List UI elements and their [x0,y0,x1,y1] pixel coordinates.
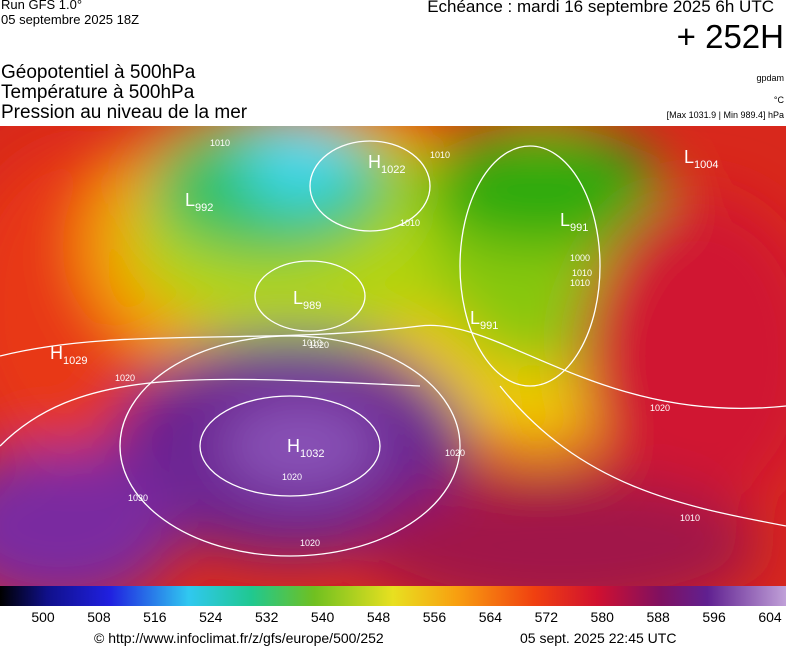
center-value: 1032 [300,448,324,460]
title: Pression au niveau de la mer [1,102,248,123]
pressure-center: H1022 [368,152,405,176]
echeance: Echéance : mardi 16 septembre 2025 6h UT… [427,0,774,16]
isobar-label: 1020 [309,340,329,350]
pressure-center: H1029 [50,343,87,367]
pressure-center: L991 [560,210,588,234]
pressure-center: L989 [293,288,321,312]
scale-label: 500 [31,609,55,625]
center-letter: L [293,288,303,308]
scale-label: 556 [422,609,447,625]
run-date: 05 septembre 2025 18Z [1,12,140,27]
isobar-label: 1010 [210,138,230,148]
scale-label: 596 [702,609,726,625]
center-value: 1029 [63,355,87,367]
scale-label: 532 [255,609,279,625]
center-letter: H [50,343,63,363]
lead-time: + 252H [676,18,784,55]
isobars [0,140,786,557]
isobar-label: 1010 [430,150,450,160]
scale-label: 604 [758,609,782,625]
center-letter: H [368,152,381,172]
title: Température à 500hPa [1,82,195,103]
scale-label: 524 [199,609,223,625]
isobar-label: 1010 [572,268,592,278]
pressure-center: L991 [470,308,498,332]
center-letter: L [185,190,195,210]
center-letter: L [560,210,570,230]
center-letter: L [470,308,480,328]
scale-label: 508 [87,609,111,625]
isobar-label: 1010 [302,338,322,348]
source: © http://www.infoclimat.fr/z/gfs/europe/… [94,630,384,646]
center-value: 989 [303,300,321,312]
pressure-center: L1004 [684,147,719,171]
center-value: 991 [480,320,498,332]
scale-label: 572 [534,609,558,625]
run: Run GFS 1.0° [1,0,83,12]
scale-label: 540 [310,609,335,625]
scale-label: 580 [590,609,614,625]
map: H1022L992L989H1029H1032L991L991L10041010… [0,126,786,586]
isobar-label: 1000 [570,253,590,263]
center-value: 992 [195,202,213,214]
pressure-center: H1032 [287,436,324,460]
isobar-label: 1020 [282,472,302,482]
center-value: 991 [570,222,588,234]
center-value: 1022 [381,164,405,176]
isobar-label: 1020 [115,373,135,383]
center-value: 1004 [694,159,718,171]
unit: gpdam [756,73,784,83]
temperature-field [0,126,786,586]
isobar-label: 1020 [650,403,670,413]
color-scale [0,586,786,606]
isobar-label: 1010 [400,218,420,228]
scale-label: 588 [646,609,670,625]
unit: [Max 1031.9 | Min 989.4] hPa [666,110,784,120]
title: Géopotentiel à 500hPa [1,62,196,83]
center-letter: H [287,436,300,456]
isobar-label: 1020 [445,448,465,458]
isobar-label: 1010 [570,278,590,288]
unit: °C [773,95,784,105]
scale-label: 548 [366,609,391,625]
scale-label: 516 [143,609,167,625]
isobar-label: 1010 [680,513,700,523]
isobar-label: 1030 [128,493,148,503]
center-letter: L [684,147,694,167]
isobar-label: 1020 [300,538,320,548]
pressure-center: L992 [185,190,213,214]
scale-label: 564 [478,609,503,625]
timestamp: 05 sept. 2025 22:45 UTC [520,630,677,646]
